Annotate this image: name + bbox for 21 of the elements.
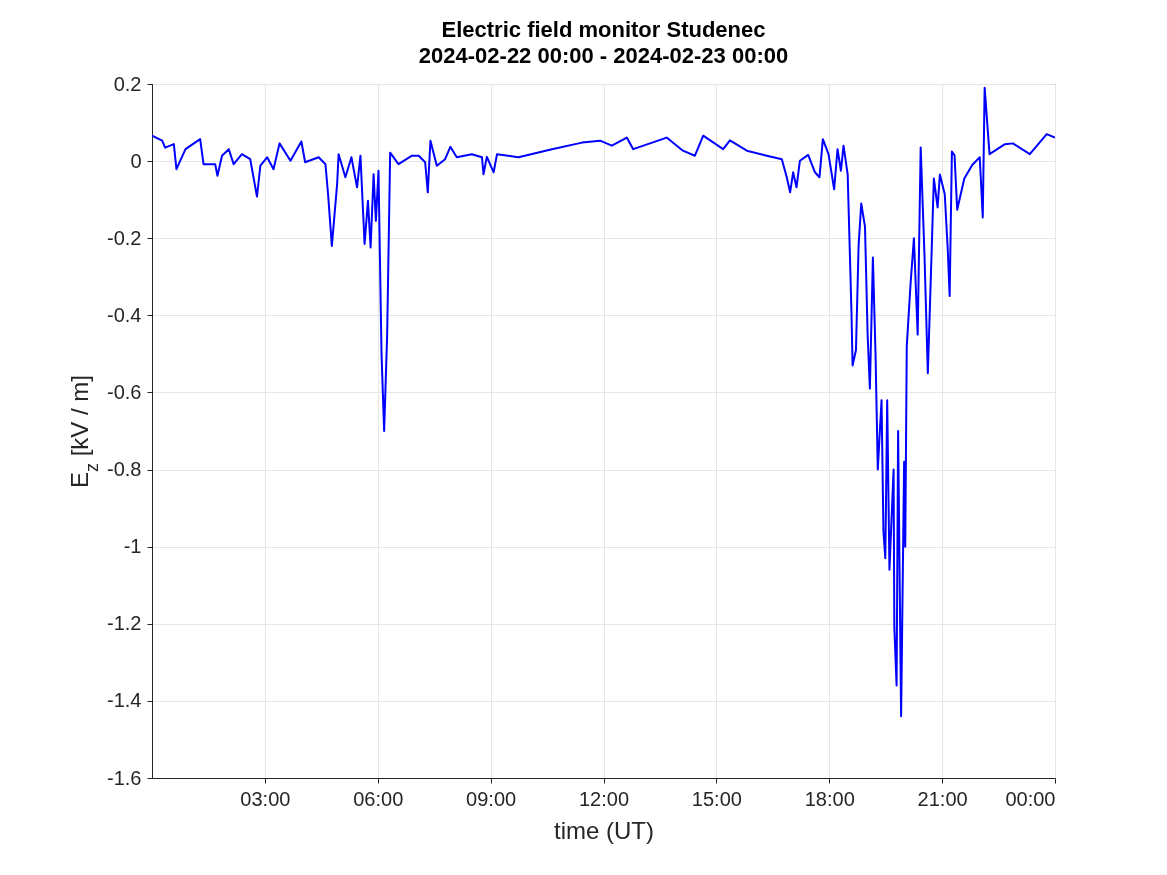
x-tick-label: 09:00 [466, 787, 517, 810]
chart-title: Electric field monitor Studenec [441, 17, 766, 42]
x-tick-label: 06:00 [353, 787, 404, 810]
chart-subtitle: 2024-02-22 00:00 - 2024-02-23 00:00 [418, 43, 789, 68]
x-tick-label: 18:00 [804, 787, 855, 810]
x-tick-label: 00:00 [1005, 787, 1056, 810]
x-tick-label: 15:00 [691, 787, 742, 810]
y-tick-label: -1.2 [107, 612, 142, 635]
x-tick-label: 21:00 [917, 787, 968, 810]
y-tick-label: -1.6 [107, 766, 142, 789]
y-tick-label: 0 [130, 149, 142, 172]
y-tick-label: -0.8 [107, 458, 142, 481]
x-axis-title: time (UT) [554, 816, 654, 844]
x-tick-label: 12:00 [578, 787, 630, 810]
x-tick-label: 03:00 [240, 787, 291, 810]
y-tick-label: -1.4 [107, 689, 142, 712]
y-tick-label: -0.4 [107, 303, 142, 326]
y-tick-label: 0.2 [113, 72, 142, 95]
y-tick-label: -0.6 [107, 380, 142, 403]
y-tick-label: -1 [123, 535, 142, 558]
y-tick-label: -0.2 [107, 226, 142, 249]
